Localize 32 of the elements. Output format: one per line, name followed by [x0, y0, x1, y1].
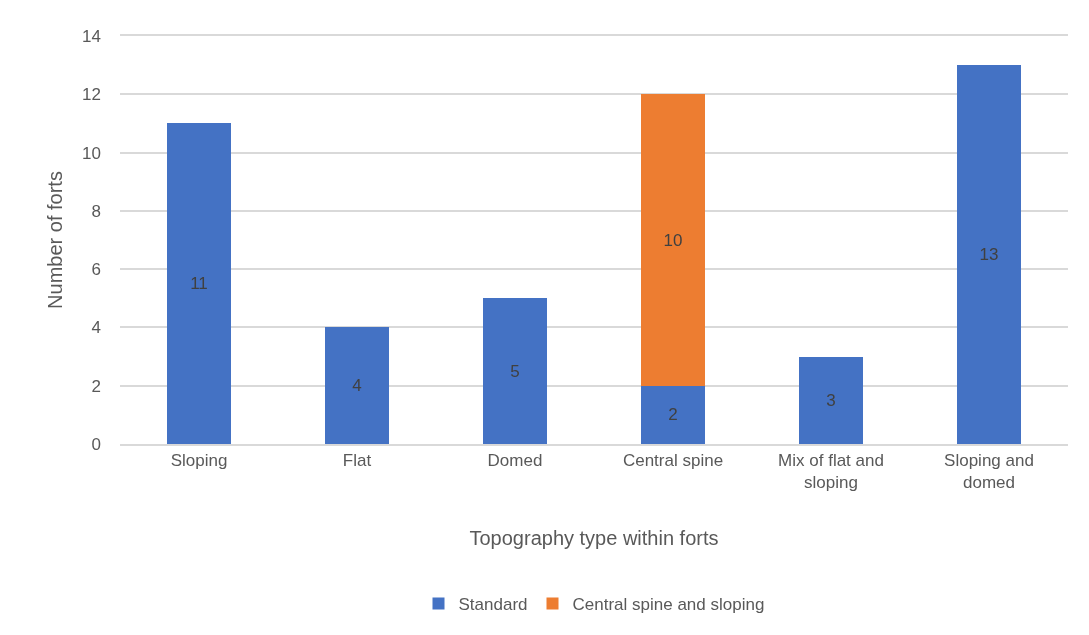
data-label: 11 — [190, 274, 208, 294]
x-tick-label: Sloping and domed — [944, 451, 1034, 493]
data-label: 13 — [979, 245, 999, 265]
bar — [799, 356, 863, 444]
y-tick-label: 4 — [91, 318, 101, 338]
data-label: 4 — [352, 376, 362, 396]
data-label: 2 — [668, 405, 678, 425]
bar — [641, 94, 705, 386]
y-tick-label: 6 — [91, 260, 101, 280]
y-tick-label: 12 — [82, 85, 101, 105]
x-tick-label: Domed — [487, 451, 543, 471]
x-tick-label: Flat — [342, 451, 372, 471]
x-tick-label: Mix of flat and sloping — [778, 451, 884, 493]
y-tick-label: 2 — [91, 376, 101, 396]
y-tick-label: 0 — [91, 434, 101, 454]
x-tick-label: Central spine — [622, 451, 724, 471]
data-label: 10 — [663, 230, 683, 250]
bar — [641, 385, 705, 444]
y-axis-title: Number of forts — [43, 171, 66, 309]
bar — [483, 298, 547, 444]
data-label: 3 — [826, 390, 836, 410]
legend-label: Standard — [458, 595, 528, 615]
bar — [957, 65, 1021, 444]
bar — [325, 327, 389, 444]
x-axis-title: Topography type within forts — [469, 527, 719, 550]
legend-label: Central spine and sloping — [572, 595, 765, 615]
data-label: 5 — [510, 361, 520, 381]
bar — [167, 123, 231, 444]
x-tick-label: Sloping — [170, 451, 228, 471]
y-tick-label: 14 — [82, 26, 101, 46]
y-tick-label: 8 — [91, 201, 101, 221]
y-tick-label: 10 — [82, 143, 101, 163]
